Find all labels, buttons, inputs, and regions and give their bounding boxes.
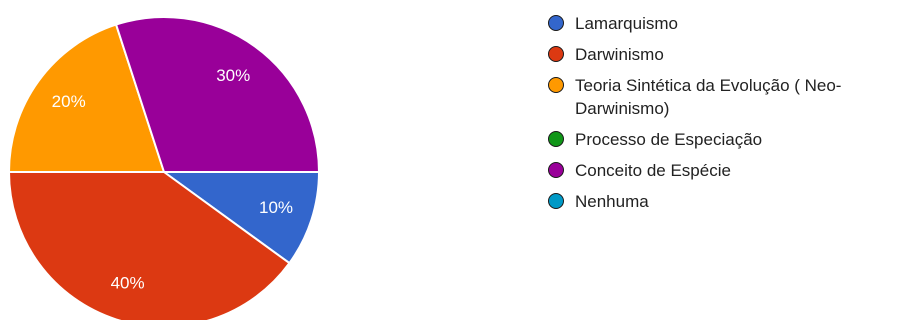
legend-item: Processo de Especiação (548, 128, 898, 151)
legend-item: Nenhuma (548, 190, 898, 213)
pie-slice-2 (7, 23, 166, 173)
pie-slices (7, 16, 321, 320)
pie-slice-4 (114, 16, 321, 173)
pie-slice-labels: 10% 40% 20% 30% (52, 66, 293, 292)
slice-label-0: 10% (259, 198, 293, 217)
legend-swatch-icon (548, 193, 564, 209)
legend-swatch-icon (548, 15, 564, 31)
pie-slice-0 (160, 171, 321, 265)
chart-legend: Lamarquismo Darwinismo Teoria Sintética da… (548, 12, 898, 221)
slice-label-4: 30% (216, 66, 250, 85)
legend-label: Processo de Especiação (575, 130, 763, 149)
legend-swatch-icon (548, 131, 564, 147)
legend-item: Conceito de Espécie (548, 159, 898, 182)
slice-label-2: 20% (52, 92, 86, 111)
legend-label: Teoria Sintética da Evolução ( Neo-Darwi… (575, 76, 842, 118)
legend-label: Nenhuma (575, 192, 649, 211)
legend-item: Lamarquismo (548, 12, 898, 35)
legend-swatch-icon (548, 46, 564, 62)
pie-chart: 10% 40% 20% 30% (7, 16, 321, 320)
legend-swatch-icon (548, 162, 564, 178)
legend-swatch-icon (548, 77, 564, 93)
legend-label: Darwinismo (575, 45, 664, 64)
legend-label: Conceito de Espécie (575, 161, 731, 180)
slice-label-1: 40% (111, 274, 145, 293)
legend-item: Teoria Sintética da Evolução ( Neo-Darwi… (548, 74, 898, 120)
pie-slice-1 (7, 171, 291, 320)
legend-label: Lamarquismo (575, 14, 678, 33)
legend-item: Darwinismo (548, 43, 898, 66)
